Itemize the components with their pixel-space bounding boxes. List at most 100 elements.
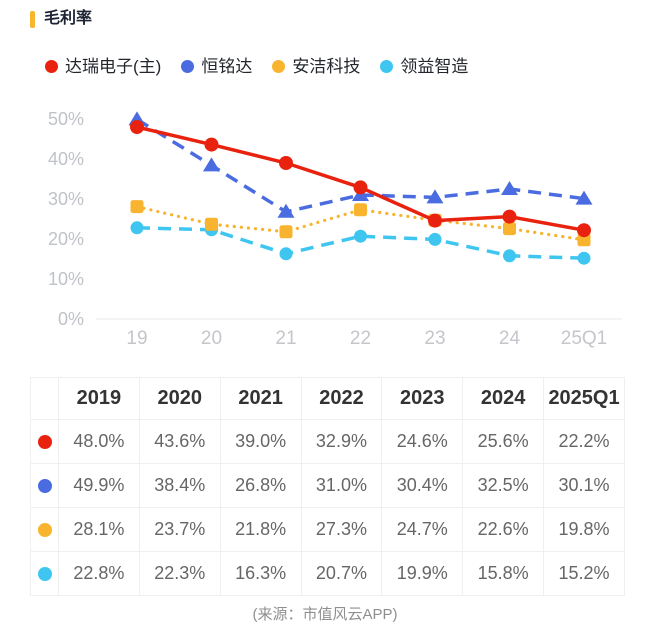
table-cell: 30.1% xyxy=(543,463,625,508)
series-dot-icon xyxy=(37,523,52,538)
table-header-cell: 2019 xyxy=(58,377,140,420)
table-row-4: 22.8% 22.3% 16.3% 20.7% 19.9% 15.8% 15.2% xyxy=(30,551,625,596)
data-point-marker xyxy=(502,209,517,224)
x-axis-tick-label: 24 xyxy=(499,328,521,349)
table-cell: 22.8% xyxy=(58,551,140,596)
table-cell: 15.2% xyxy=(543,551,625,596)
series-dot-icon xyxy=(37,567,52,582)
data-point-marker xyxy=(277,203,295,218)
line-chart: 0% 10% 20% 30% 40% 50% 19 20 21 22 23 24 25Q1 xyxy=(48,109,622,349)
table-cell: 39.0% xyxy=(219,419,302,464)
legend-label: 达瑞电子(主) xyxy=(65,57,162,76)
table-cell: 20.7% xyxy=(300,551,383,596)
table-cell: 16.3% xyxy=(219,551,302,596)
table-cell: 28.1% xyxy=(58,507,140,552)
table-cell: 30.4% xyxy=(381,463,464,508)
table-cell: 27.3% xyxy=(300,507,383,552)
legend-label: 领益智造 xyxy=(400,57,469,76)
table-header-series-column xyxy=(30,377,59,420)
table-cell: 22.6% xyxy=(462,507,545,552)
series-dot-cell xyxy=(30,551,59,596)
legend-item-2[interactable]: 恒铭达 xyxy=(181,58,252,75)
series-dot-cell xyxy=(30,463,59,508)
table-cell: 19.8% xyxy=(543,507,625,552)
table-header-cell: 2022 xyxy=(300,377,383,420)
data-point-marker xyxy=(577,251,591,265)
x-axis-tick-label: 19 xyxy=(126,328,147,349)
table-cell: 31.0% xyxy=(300,463,383,508)
data-point-marker xyxy=(575,190,593,205)
data-table: 2019 2020 2021 2022 2023 2024 2025Q1 48.0% 43.6… xyxy=(30,377,625,596)
data-point-marker xyxy=(130,200,144,214)
table-cell: 49.9% xyxy=(58,463,140,508)
data-point-marker xyxy=(354,229,367,243)
data-point-marker xyxy=(501,181,518,195)
data-point-marker xyxy=(279,225,293,239)
x-axis-tick-label: 22 xyxy=(350,328,371,349)
page-title: 毛利率 xyxy=(44,10,93,27)
data-point-marker xyxy=(428,232,442,246)
data-point-marker xyxy=(130,120,144,134)
table-cell: 24.6% xyxy=(381,419,464,464)
legend-dot-icon xyxy=(181,60,195,73)
table-row-1: 48.0% 43.6% 39.0% 32.9% 24.6% 25.6% 22.2% xyxy=(30,419,625,464)
y-axis-tick-label: 30% xyxy=(48,189,84,209)
data-point-marker xyxy=(205,217,218,231)
y-axis-tick-label: 20% xyxy=(48,229,84,249)
data-point-marker xyxy=(354,203,367,217)
table-header-cell: 2024 xyxy=(462,377,545,420)
legend-item-1[interactable]: 达瑞电子(主) xyxy=(45,58,161,75)
table-header-cell: 2021 xyxy=(219,377,302,420)
table-cell: 21.8% xyxy=(219,507,302,552)
table-cell: 43.6% xyxy=(138,419,221,464)
data-point-marker xyxy=(353,180,368,195)
data-point-marker xyxy=(577,223,591,238)
card-header: 毛利率 xyxy=(0,0,650,28)
legend-label: 恒铭达 xyxy=(201,57,253,76)
table-cell: 32.5% xyxy=(462,463,545,508)
legend-item-4[interactable]: 领益智造 xyxy=(380,58,468,75)
y-axis-tick-label: 50% xyxy=(48,109,84,129)
series-dot-cell xyxy=(30,419,59,464)
table-cell: 25.6% xyxy=(462,419,545,464)
table-row-3: 28.1% 23.7% 21.8% 27.3% 24.7% 22.6% 19.8% xyxy=(30,507,625,552)
data-point-marker xyxy=(428,213,442,228)
series-dot-cell xyxy=(30,507,59,552)
table-cell: 48.0% xyxy=(58,419,140,464)
data-point-marker xyxy=(503,249,516,263)
table-body: 48.0% 43.6% 39.0% 32.9% 24.6% 25.6% 22.2% 49.9%… xyxy=(30,419,625,596)
legend-item-3[interactable]: 安洁科技 xyxy=(272,58,360,75)
data-point-marker xyxy=(204,137,219,152)
x-axis-tick-label: 23 xyxy=(424,328,445,349)
x-axis-tick-label: 20 xyxy=(201,328,222,349)
source-caption: (来源：市值风云APP) xyxy=(252,606,398,623)
series-dot-icon xyxy=(37,435,52,450)
data-point-marker xyxy=(279,247,293,261)
table-cell: 22.3% xyxy=(138,551,221,596)
chart-legend: 达瑞电子(主) 恒铭达 安洁科技 领益智造 xyxy=(45,58,650,75)
table-header-row: 2019 2020 2021 2022 2023 2024 2025Q1 xyxy=(30,377,625,420)
table-header-cell: 2025Q1 xyxy=(543,377,625,420)
y-axis-tick-label: 40% xyxy=(48,149,84,169)
data-point-marker xyxy=(203,157,220,172)
table-cell: 26.8% xyxy=(219,463,302,508)
y-axis-tick-label: 0% xyxy=(58,309,84,329)
legend-dot-icon xyxy=(272,60,286,73)
table-head: 2019 2020 2021 2022 2023 2024 2025Q1 xyxy=(30,377,625,420)
x-axis-tick-label: 25Q1 xyxy=(561,328,607,349)
data-point-marker xyxy=(279,156,293,170)
series-dot-icon xyxy=(37,479,52,494)
legend-dot-icon xyxy=(380,60,394,73)
legend-dot-icon xyxy=(45,60,58,73)
data-point-marker xyxy=(130,221,144,235)
table-header-cell: 2020 xyxy=(138,377,221,420)
data-point-marker xyxy=(577,233,591,247)
table-cell: 23.7% xyxy=(138,507,221,552)
legend-label: 安洁科技 xyxy=(292,57,361,76)
y-axis-tick-label: 10% xyxy=(48,269,84,289)
table-cell: 38.4% xyxy=(138,463,221,508)
table-row-2: 49.9% 38.4% 26.8% 31.0% 30.4% 32.5% 30.1% xyxy=(30,463,625,508)
data-point-marker xyxy=(426,189,444,204)
table-cell: 24.7% xyxy=(381,507,464,552)
